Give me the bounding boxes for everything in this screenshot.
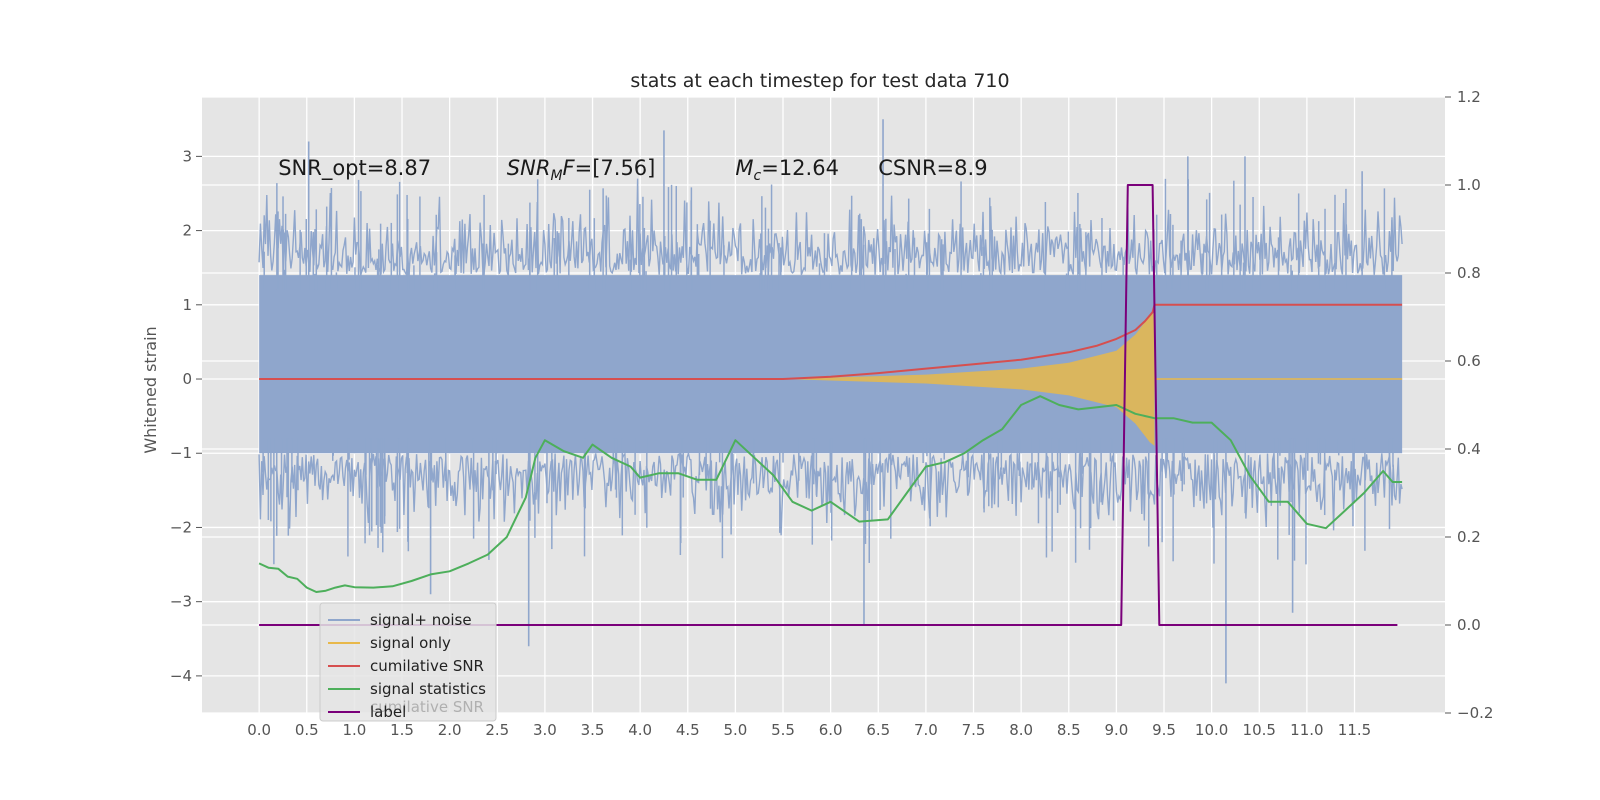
x-tick-label: 8.5 — [1057, 721, 1081, 739]
y-tick-label: −3 — [170, 593, 192, 611]
signal-statistics-line — [258, 395, 1403, 593]
signal-only-series — [783, 312, 1403, 446]
x-tick-label: 1.5 — [390, 721, 414, 739]
x-tick-label: 5.5 — [771, 721, 795, 739]
x-tick-label: 6.5 — [866, 721, 890, 739]
x-tick-label: 7.0 — [914, 721, 938, 739]
y-tick-label: 1 — [182, 296, 192, 314]
x-tick-label: 4.5 — [676, 721, 700, 739]
y2-tick-label: −0.2 — [1457, 704, 1493, 722]
cumulative-snr-line — [259, 303, 1403, 380]
y-tick-label: 2 — [182, 222, 192, 240]
x-tick-label: 11.5 — [1338, 721, 1371, 739]
legend: cumilative SNR signal+ noise signal only c… — [319, 602, 497, 722]
annotation-text: CSNR=8.9 — [878, 156, 987, 180]
noise-core-band — [259, 275, 1403, 454]
annotations: SNR_opt=8.87 SNRMF=[7.56] Mc=12.64 CSNR=8.9 — [278, 156, 987, 184]
chart-title: stats at each timestep for test data 710 — [630, 70, 1009, 92]
x-tick-label: 2.5 — [485, 721, 509, 739]
y2-tick-label: 0.6 — [1457, 352, 1481, 370]
y-tick-label: 0 — [182, 370, 192, 388]
x-tick-label: 6.0 — [819, 721, 843, 739]
signal-only-envelope — [783, 312, 1155, 446]
legend-label: signal only — [370, 634, 451, 652]
y2-tick-label: 1.0 — [1457, 176, 1481, 194]
x-tick-label: 0.0 — [247, 721, 271, 739]
x-tick-label: 0.5 — [295, 721, 319, 739]
x-tick-label: 3.5 — [581, 721, 605, 739]
axis-ticks: 0.0 0.5 1.0 1.5 2.0 2.5 3.0 3.5 4.0 4.5 5.0 5.5 6.0 6… — [170, 88, 1494, 739]
y-axis-label: Whitened strain — [141, 326, 160, 453]
y2-tick-label: 0.4 — [1457, 440, 1481, 458]
x-tick-label: 2.0 — [438, 721, 462, 739]
annotation-text: SNR_opt=8.87 — [278, 156, 431, 181]
x-tick-label: 5.0 — [723, 721, 747, 739]
noise-upper-trace — [258, 178, 1403, 278]
x-tick-label: 8.0 — [1009, 721, 1033, 739]
y-tick-label: −4 — [170, 667, 192, 685]
legend-overlap-text: cumilative SNR — [370, 698, 484, 716]
x-tick-label: 1.0 — [342, 721, 366, 739]
x-tick-label: 10.0 — [1195, 721, 1228, 739]
y2-tick-label: 0.8 — [1457, 264, 1481, 282]
legend-label: label — [370, 703, 406, 721]
annotation-text: Mc=12.64 — [735, 156, 839, 184]
y2-tick-label: 1.2 — [1457, 88, 1481, 106]
line-series — [258, 184, 1403, 626]
y-tick-label: −1 — [170, 444, 192, 462]
y-tick-label: 3 — [182, 147, 192, 165]
y2-tick-label: 0.0 — [1457, 616, 1481, 634]
x-tick-label: 10.5 — [1243, 721, 1276, 739]
annotation-text: SNRMF=[7.56] — [507, 156, 656, 184]
legend-label: cumilative SNR — [370, 657, 484, 675]
x-tick-label: 9.0 — [1104, 721, 1128, 739]
x-tick-label: 7.5 — [962, 721, 986, 739]
x-tick-label: 4.0 — [628, 721, 652, 739]
legend-label: signal statistics — [370, 680, 486, 698]
legend-box — [319, 602, 497, 722]
x-tick-label: 3.0 — [533, 721, 557, 739]
x-tick-label: 11.0 — [1290, 721, 1323, 739]
y-tick-label: −2 — [170, 518, 192, 536]
legend-label: signal+ noise — [370, 611, 472, 629]
label-line — [259, 184, 1398, 626]
y2-tick-label: 0.2 — [1457, 528, 1481, 546]
x-tick-label: 9.5 — [1152, 721, 1176, 739]
